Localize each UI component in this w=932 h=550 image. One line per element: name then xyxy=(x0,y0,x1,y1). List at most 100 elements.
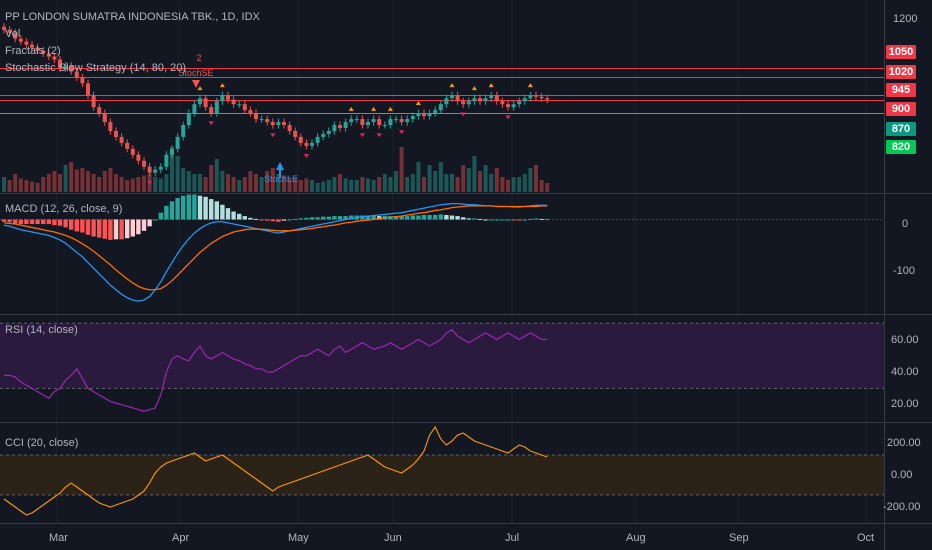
candle-body xyxy=(360,119,365,126)
fractal-down-icon xyxy=(147,180,153,185)
volume-bar xyxy=(298,180,303,192)
candle-body xyxy=(69,65,74,72)
volume-bar xyxy=(354,180,359,192)
macd-histogram-bar xyxy=(57,219,63,226)
fractal-up-icon xyxy=(371,106,377,111)
volume-bar xyxy=(500,177,505,192)
cci-tick-0: 0.00 xyxy=(891,469,913,481)
candle-body xyxy=(315,136,320,143)
fractal-down-icon xyxy=(376,133,382,138)
volume-bar xyxy=(427,165,432,192)
macd-histogram-bar xyxy=(489,219,494,221)
volume-bar xyxy=(2,177,6,192)
fractal-up-icon xyxy=(415,100,421,105)
volume-bar xyxy=(450,174,454,192)
macd-histogram-bar xyxy=(321,216,326,220)
macd-histogram-bar xyxy=(181,195,186,220)
candle-body xyxy=(472,98,477,102)
volume-bar xyxy=(119,177,124,192)
macd-histogram-bar xyxy=(41,219,46,225)
macd-histogram-bar xyxy=(80,219,85,233)
volume-bar xyxy=(410,174,415,192)
macd-histogram-bar xyxy=(276,219,281,222)
macd-histogram-bar xyxy=(309,217,315,220)
macd-histogram-bar xyxy=(410,215,415,220)
volume-bar xyxy=(332,177,337,192)
legend-vol[interactable]: Vol xyxy=(5,28,21,40)
volume-bar xyxy=(231,177,236,192)
candle-body xyxy=(175,136,180,149)
volume-bar xyxy=(534,165,538,192)
candle-body xyxy=(170,148,174,155)
candle-body xyxy=(534,95,538,97)
macd-histogram-bar xyxy=(253,218,259,220)
cci-layer xyxy=(0,425,884,516)
volume-bar xyxy=(142,175,146,192)
volume-bar xyxy=(394,171,398,192)
cci-band xyxy=(0,455,884,495)
candle-body xyxy=(254,113,258,120)
candle-body xyxy=(304,142,309,146)
stoch-le-arrow-stem xyxy=(279,170,281,178)
cci-legend[interactable]: CCI (20, close) xyxy=(5,437,79,449)
candle-body xyxy=(494,95,499,102)
fractal-up-icon xyxy=(527,83,533,88)
candle-body xyxy=(276,122,281,126)
volume-bar xyxy=(259,177,264,192)
candle-body xyxy=(405,119,410,123)
volume-bar xyxy=(192,174,197,192)
macd-histogram-bar xyxy=(153,219,158,221)
candle-body xyxy=(427,113,432,117)
macd-histogram-bar xyxy=(438,214,443,220)
volume-bar xyxy=(226,174,230,192)
legend-fractals[interactable]: Fractals (2) xyxy=(5,45,61,57)
macd-histogram-bar xyxy=(225,208,231,220)
candle-body xyxy=(74,71,79,78)
volume-bar xyxy=(153,177,158,192)
candle-body xyxy=(298,136,303,143)
volume-bar xyxy=(63,165,68,192)
macd-histogram-bar xyxy=(113,219,119,240)
main-legend-title[interactable]: PP LONDON SUMATRA INDONESIA TBK., 1D, ID… xyxy=(5,11,260,23)
candle-body xyxy=(489,95,494,99)
macd-histogram-bar xyxy=(46,219,51,225)
fractal-down-icon xyxy=(303,154,309,159)
volume-bar xyxy=(265,171,270,192)
rsi-tick-20: 20.00 xyxy=(891,398,919,410)
candle-body xyxy=(86,83,90,96)
stoch-se-count-label: 2 xyxy=(196,53,201,63)
legend-stochastic[interactable]: Stochastic Slow Strategy (14, 80, 20) xyxy=(5,62,186,74)
time-label-aug: Aug xyxy=(626,532,646,544)
volume-bar xyxy=(517,177,522,192)
fractal-down-icon xyxy=(399,130,405,135)
macd-histogram-bar xyxy=(416,215,421,220)
volume-bar xyxy=(388,177,393,192)
volume-bar xyxy=(97,177,102,192)
candle-body xyxy=(399,119,404,123)
candle-body xyxy=(326,130,331,134)
rsi-legend[interactable]: RSI (14, close) xyxy=(5,324,78,336)
macd-histogram-bar xyxy=(209,199,214,220)
macd-legend[interactable]: MACD (12, 26, close, 9) xyxy=(5,203,123,215)
macd-histogram-bar xyxy=(528,218,533,220)
macd-histogram-bar xyxy=(52,219,57,226)
candle-body xyxy=(198,98,202,105)
volume-bar xyxy=(478,171,482,192)
candle-body xyxy=(455,95,460,102)
candle-body xyxy=(2,26,6,30)
fractal-down-icon xyxy=(270,133,276,138)
candle-body xyxy=(377,119,382,126)
macd-histogram-bar xyxy=(304,217,309,220)
candle-body xyxy=(58,59,62,69)
macd-histogram-bar xyxy=(13,219,18,224)
candle-body xyxy=(35,47,40,51)
macd-histogram-bar xyxy=(421,214,427,220)
fractal-up-icon xyxy=(348,106,354,111)
volume-bar xyxy=(343,178,348,192)
rsi-line xyxy=(4,328,548,412)
macd-histogram-bar xyxy=(214,201,219,220)
macd-histogram-bar xyxy=(332,216,337,220)
macd-histogram-bar xyxy=(1,219,7,222)
volume-bar xyxy=(80,168,85,192)
